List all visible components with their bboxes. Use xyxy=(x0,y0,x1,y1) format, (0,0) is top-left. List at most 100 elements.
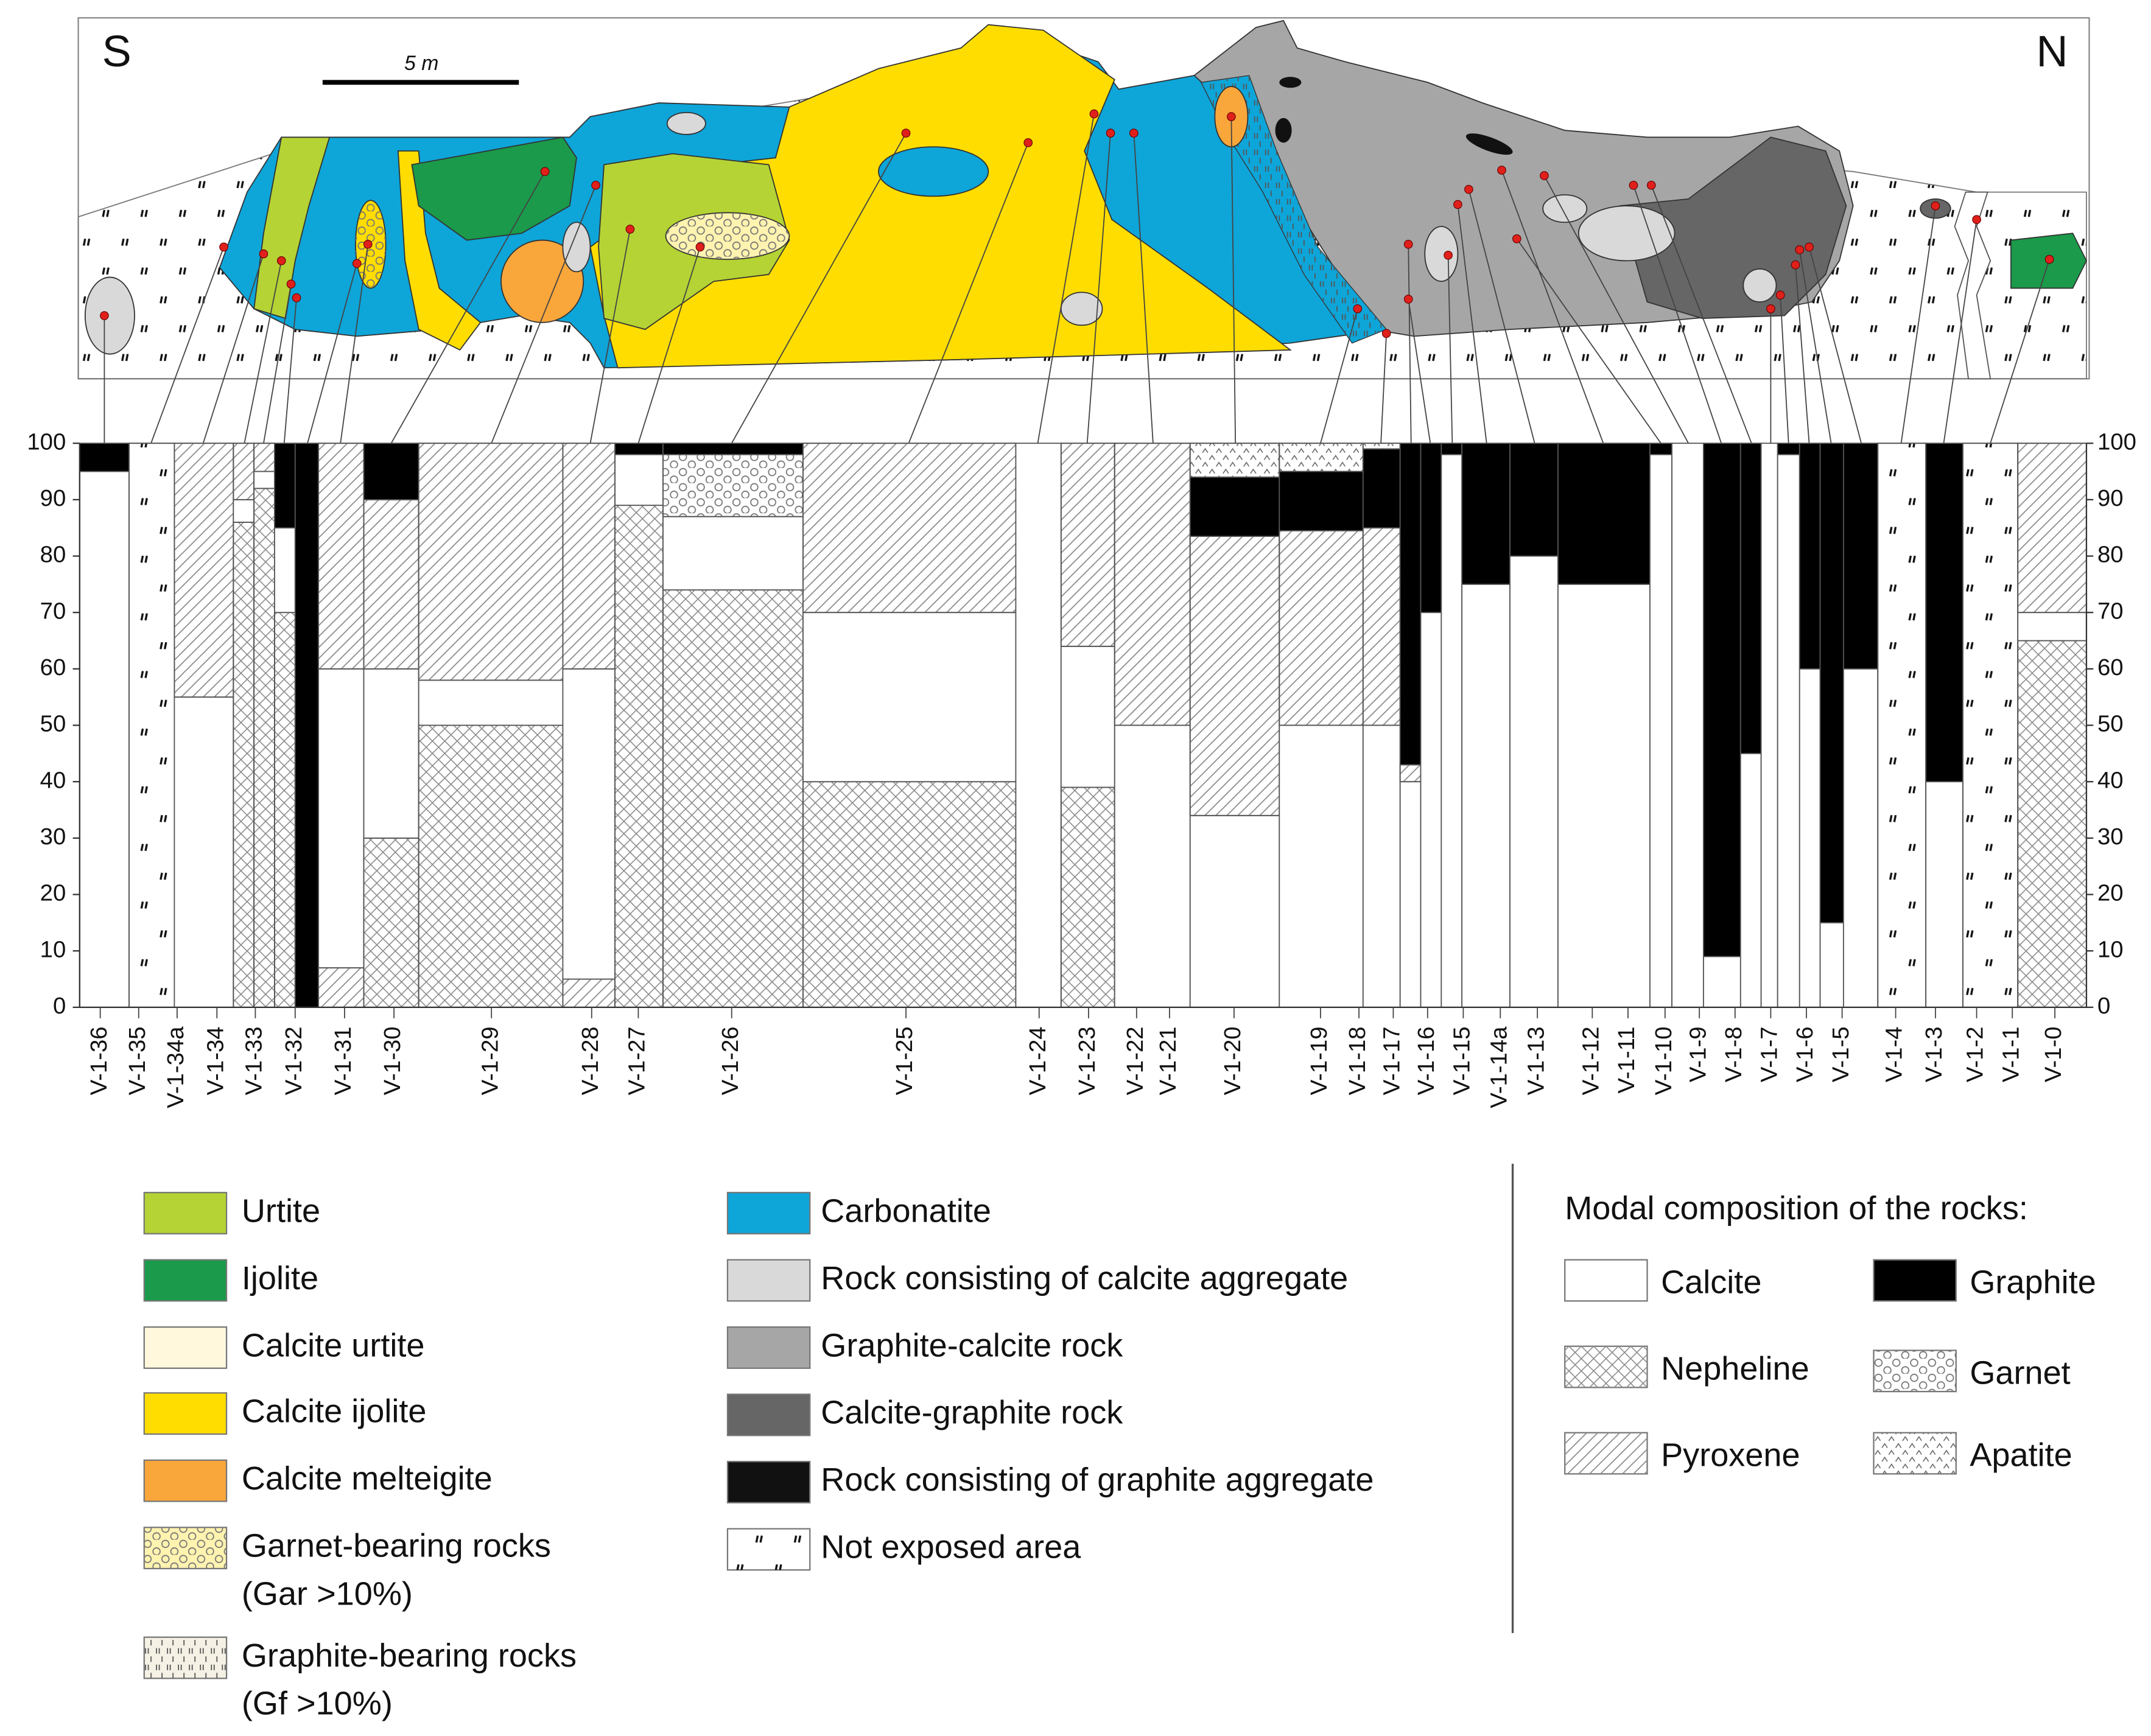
sample-spot xyxy=(1106,128,1115,138)
sample-label: V-1-25 xyxy=(891,1026,918,1095)
sample-spot xyxy=(1775,290,1785,300)
calcite-aggregate xyxy=(84,276,135,355)
garnet-bearing-rock xyxy=(665,212,790,260)
y-tick-label: 40 xyxy=(40,767,66,793)
segment xyxy=(174,696,234,1008)
graphite-aggregate xyxy=(1279,77,1302,88)
sample-spot xyxy=(1129,128,1139,138)
legend-label: (Gf >10%) xyxy=(242,1685,393,1722)
segment-pattern xyxy=(614,505,664,1008)
segment xyxy=(1461,583,1511,1008)
legend-label: Rock consisting of calcite aggregate xyxy=(821,1260,1348,1297)
leader-line xyxy=(150,247,225,444)
sample-label: V-1-5 xyxy=(1828,1026,1854,1082)
segment-pattern xyxy=(1279,530,1364,726)
sample-spot xyxy=(1381,329,1391,338)
y-tick-label: 0 xyxy=(53,993,66,1019)
sample-label: V-1-24 xyxy=(1025,1026,1051,1095)
leader-line xyxy=(731,133,907,444)
sample-label: V-1-13 xyxy=(1523,1026,1549,1095)
sample-spot xyxy=(1646,181,1656,190)
leader-line xyxy=(1320,309,1358,444)
segment-pattern xyxy=(2017,443,2087,614)
sample-label: V-1-8 xyxy=(1721,1026,1747,1082)
segment-pattern xyxy=(274,612,296,1008)
sample-label: V-1-30 xyxy=(379,1026,405,1095)
legend-swatch xyxy=(726,1460,811,1503)
y-tick-label: 80 xyxy=(40,542,66,568)
leader-line xyxy=(1086,133,1111,444)
sample-spot xyxy=(286,279,296,289)
legend-label: Calcite ijolite xyxy=(242,1393,427,1429)
segment-pattern xyxy=(1962,443,2019,1008)
sample-label: V-1-34 xyxy=(202,1026,228,1095)
composition-chart: 0 0 10 10 20 20 30 30 40 40 50 50 60 60 70 70 80 80 90 90 10… xyxy=(27,429,2136,1108)
segment xyxy=(1399,781,1422,1008)
legend-swatch xyxy=(143,1192,228,1234)
segment-pattern xyxy=(562,978,616,1008)
sample-label: V-1-3 xyxy=(1921,1026,1947,1082)
sample-spot xyxy=(276,256,286,265)
graphite-bearing-carbonatite xyxy=(1201,75,1387,343)
segment xyxy=(1279,471,1364,531)
segment xyxy=(1015,443,1062,1008)
sample-spot xyxy=(1972,215,1981,225)
segment xyxy=(253,471,275,489)
sample-label: V-1-26 xyxy=(717,1026,743,1095)
leader-line xyxy=(263,284,292,444)
legend-label: Garnet xyxy=(1970,1354,2070,1391)
leader-line xyxy=(1501,170,1604,444)
segment xyxy=(1399,443,1422,766)
leader-line xyxy=(1798,250,1832,444)
y2-tick-label: 30 xyxy=(2097,824,2124,850)
sample-spot xyxy=(1497,166,1506,175)
y2-tick-label: 20 xyxy=(2097,880,2124,906)
segment xyxy=(662,443,804,455)
graphite-aggregate xyxy=(1465,133,1513,155)
leader-line xyxy=(1468,189,1535,444)
sample-label: V-1-14a xyxy=(1486,1026,1512,1108)
y2-tick-label: 70 xyxy=(2097,598,2124,624)
segment xyxy=(363,443,419,500)
calcite-aggregate xyxy=(1424,226,1459,282)
sample-spot xyxy=(1453,200,1462,209)
sample-label: V-1-16 xyxy=(1413,1026,1439,1095)
segment xyxy=(1509,443,1559,557)
sample-spot xyxy=(1512,234,1521,243)
legend-swatch-pattern xyxy=(727,1528,810,1570)
segment-pattern xyxy=(1279,443,1364,472)
leader-line xyxy=(1808,247,1862,444)
sample-label: V-1-21 xyxy=(1155,1026,1181,1095)
segment-pattern xyxy=(1399,764,1422,783)
segment xyxy=(1649,443,1673,455)
leader-line xyxy=(491,185,597,444)
segment xyxy=(2017,612,2087,642)
legend-label: Carbonatite xyxy=(821,1192,991,1229)
legend-swatch-pattern xyxy=(1565,1432,1647,1474)
calcite-aggregate xyxy=(1742,268,1777,303)
legend-swatch-pattern xyxy=(144,1527,227,1569)
segment-pattern xyxy=(128,443,175,1008)
segment xyxy=(1362,724,1401,1008)
calcite-aggregate xyxy=(562,222,591,273)
sample-spot xyxy=(1931,201,1940,211)
scale-label: 5 m xyxy=(404,52,438,75)
segment xyxy=(1739,443,1762,754)
segment-pattern xyxy=(363,837,419,1008)
segment xyxy=(418,679,564,726)
segment xyxy=(294,443,320,1008)
y-tick-label: 100 xyxy=(27,429,66,455)
segment xyxy=(614,453,664,506)
segment xyxy=(1114,724,1191,1008)
sample-spot xyxy=(625,225,635,234)
segment xyxy=(1703,443,1741,957)
sample-label: V-1-2 xyxy=(1962,1026,1988,1082)
y-tick-label: 60 xyxy=(40,654,66,681)
sample-spot xyxy=(1403,239,1413,249)
sample-spot xyxy=(352,259,362,268)
sample-label: V-1-22 xyxy=(1122,1026,1148,1095)
segment-pattern xyxy=(1362,527,1401,726)
y-tick-label: 30 xyxy=(40,824,66,850)
sample-spot xyxy=(1766,304,1775,313)
